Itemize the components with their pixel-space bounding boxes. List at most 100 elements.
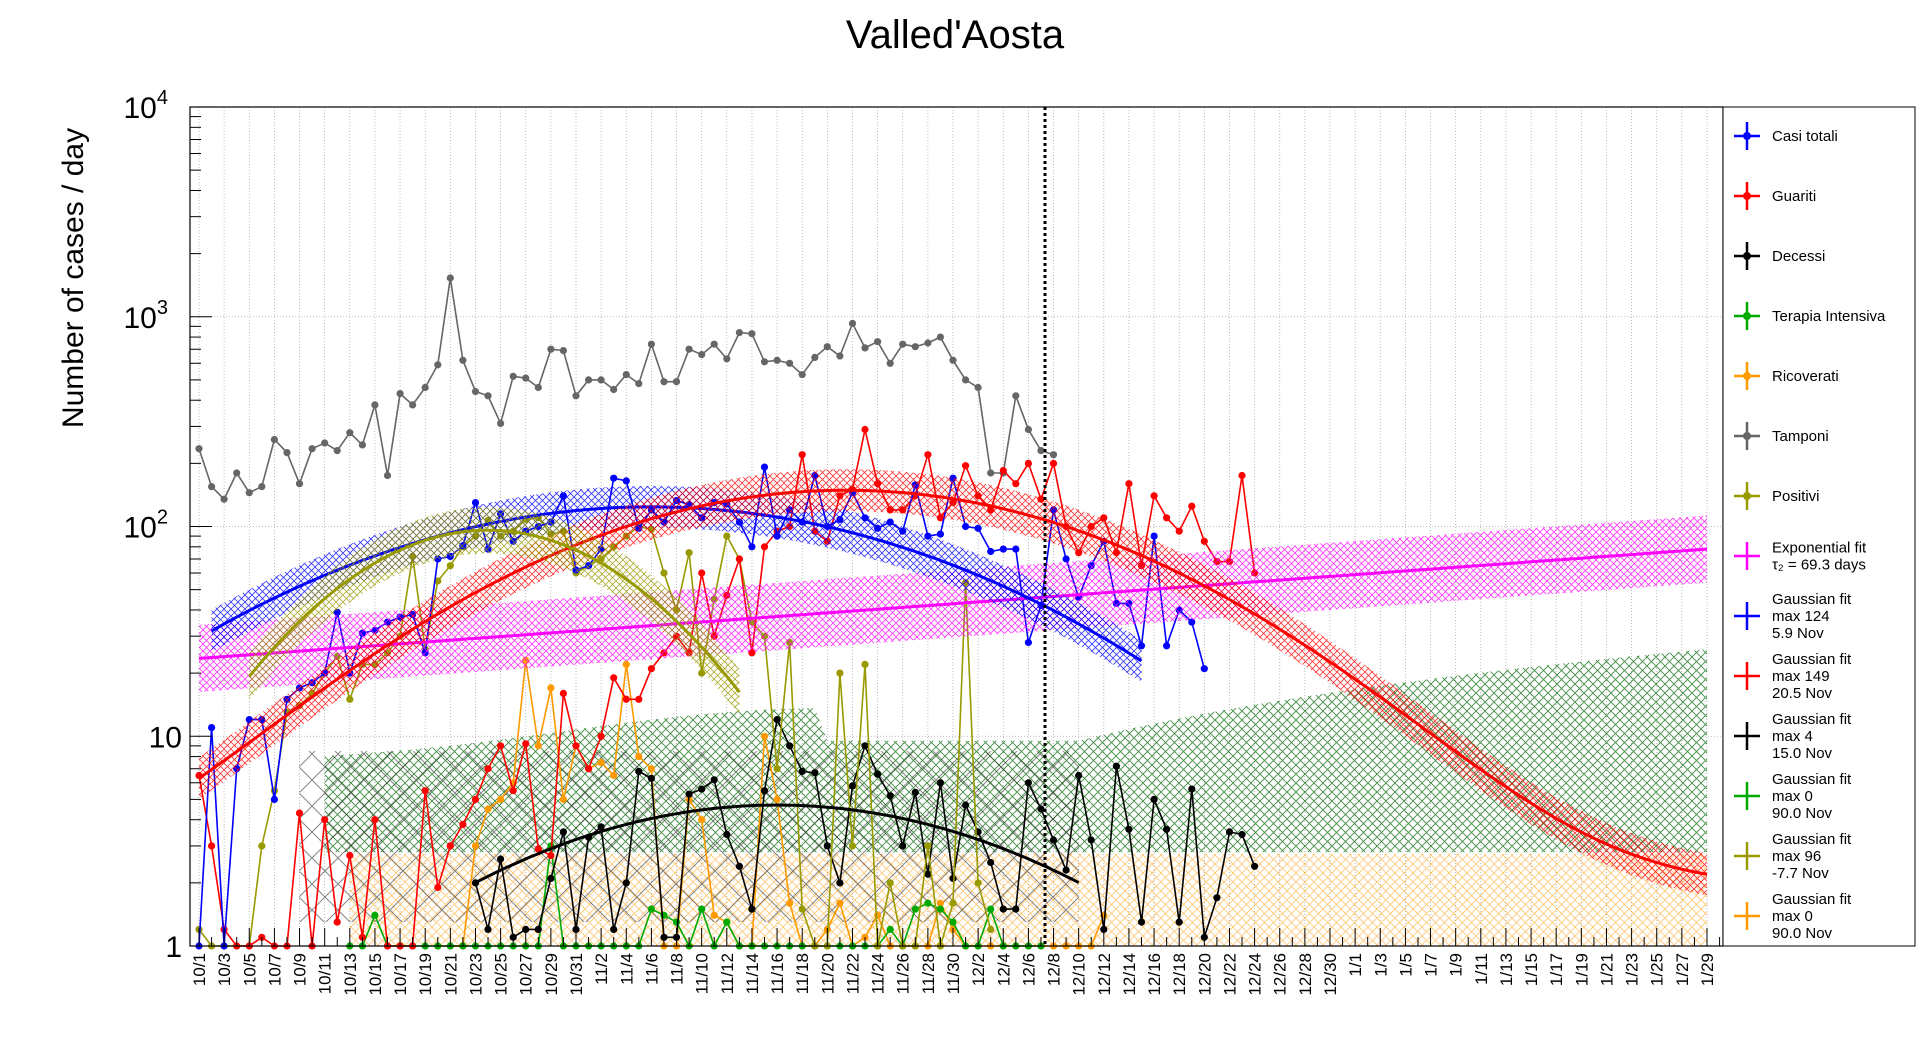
data-point — [760, 787, 769, 795]
legend-label: Gaussian fit — [1772, 711, 1852, 728]
data-point — [911, 343, 919, 351]
x-tick-label: 10/5 — [240, 953, 259, 986]
data-point — [497, 742, 505, 750]
x-tick-label: 1/23 — [1623, 953, 1642, 986]
gauss-fit-decessi-curve — [474, 803, 1080, 884]
x-tick-label: 1/3 — [1371, 953, 1390, 977]
x-tick-label: 12/6 — [1019, 953, 1038, 986]
data-point — [534, 742, 542, 750]
data-point — [371, 911, 379, 919]
data-point — [446, 274, 454, 282]
x-tick-label: 10/25 — [492, 953, 511, 996]
x-tick-label: 11/22 — [843, 953, 862, 994]
data-point — [446, 842, 454, 850]
data-point — [1188, 618, 1196, 626]
data-point — [484, 925, 492, 934]
data-point — [1188, 785, 1196, 793]
data-point — [208, 724, 216, 732]
legend-label: Gaussian fit — [1772, 591, 1852, 608]
chart-title: Valled'Aosta — [846, 13, 1065, 57]
data-point — [283, 449, 291, 457]
data-point — [760, 463, 769, 471]
data-point — [484, 805, 492, 813]
data-point — [597, 823, 605, 831]
data-point — [836, 669, 844, 677]
data-point — [1012, 545, 1020, 553]
x-tick-label: 1/9 — [1447, 953, 1466, 977]
data-point — [748, 543, 756, 551]
data-point — [949, 918, 957, 926]
x-tick-label: 11/4 — [617, 953, 636, 985]
data-point — [635, 753, 643, 761]
x-tick-label: 1/11 — [1472, 953, 1491, 985]
data-point — [962, 801, 970, 809]
data-point — [597, 732, 605, 740]
data-point — [559, 347, 568, 355]
data-point — [484, 392, 492, 400]
x-tick-label: 12/22 — [1220, 953, 1239, 996]
data-point — [1200, 537, 1208, 545]
data-point — [333, 447, 341, 455]
legend-label: Guariti — [1772, 188, 1816, 205]
gauss-fit-positivi-curve — [248, 528, 741, 694]
data-point — [823, 343, 831, 351]
data-point — [471, 387, 480, 396]
data-point — [459, 820, 467, 829]
data-point — [698, 785, 706, 793]
data-point — [1087, 836, 1095, 844]
legend-label: 90.0 Nov — [1772, 805, 1833, 822]
x-tick-label: 10/11 — [316, 953, 335, 994]
legend-label: Exponential fit — [1772, 540, 1867, 557]
data-point — [295, 480, 304, 488]
data-point — [547, 874, 555, 883]
data-point — [1075, 771, 1083, 780]
x-tick-label: 12/10 — [1070, 953, 1089, 996]
data-point — [672, 378, 681, 386]
data-point — [647, 905, 656, 913]
data-point — [1163, 825, 1171, 833]
legend-label: max 4 — [1772, 728, 1813, 745]
data-point — [371, 816, 379, 824]
data-point — [208, 483, 216, 491]
data-point — [522, 374, 530, 382]
legend-entry: Decessi — [1734, 242, 1825, 270]
x-tick-label: 12/18 — [1170, 953, 1189, 996]
legend-marker — [1743, 372, 1751, 380]
data-point — [434, 577, 442, 585]
data-point — [610, 771, 618, 780]
data-point — [1049, 451, 1058, 459]
x-tick-label: 12/28 — [1296, 953, 1315, 996]
data-point — [346, 851, 354, 860]
data-point — [723, 532, 731, 540]
data-point — [962, 522, 970, 531]
data-point — [321, 816, 329, 824]
data-point — [974, 879, 982, 887]
x-tick-label: 11/8 — [668, 953, 687, 985]
data-point — [798, 905, 806, 913]
x-tick-label: 10/3 — [215, 953, 234, 986]
data-point — [459, 356, 467, 364]
data-point — [1175, 527, 1183, 535]
data-point — [735, 329, 744, 337]
x-tick-label: 1/21 — [1597, 953, 1616, 986]
data-point — [685, 549, 693, 557]
x-tick-label: 10/7 — [265, 953, 284, 986]
data-point — [936, 779, 945, 787]
data-point — [534, 845, 542, 853]
data-point — [547, 851, 555, 860]
legend-label: max 124 — [1772, 608, 1830, 625]
data-point — [1037, 805, 1045, 813]
data-point — [773, 795, 781, 804]
x-tick-label: 11/26 — [894, 953, 913, 994]
data-point — [597, 376, 605, 384]
data-point — [371, 401, 379, 409]
legend-marker — [1743, 432, 1751, 440]
data-point — [559, 689, 568, 698]
data-point — [220, 495, 228, 503]
legend-marker — [1743, 192, 1751, 200]
x-tick-label: 12/30 — [1321, 953, 1340, 996]
data-point — [572, 392, 580, 400]
